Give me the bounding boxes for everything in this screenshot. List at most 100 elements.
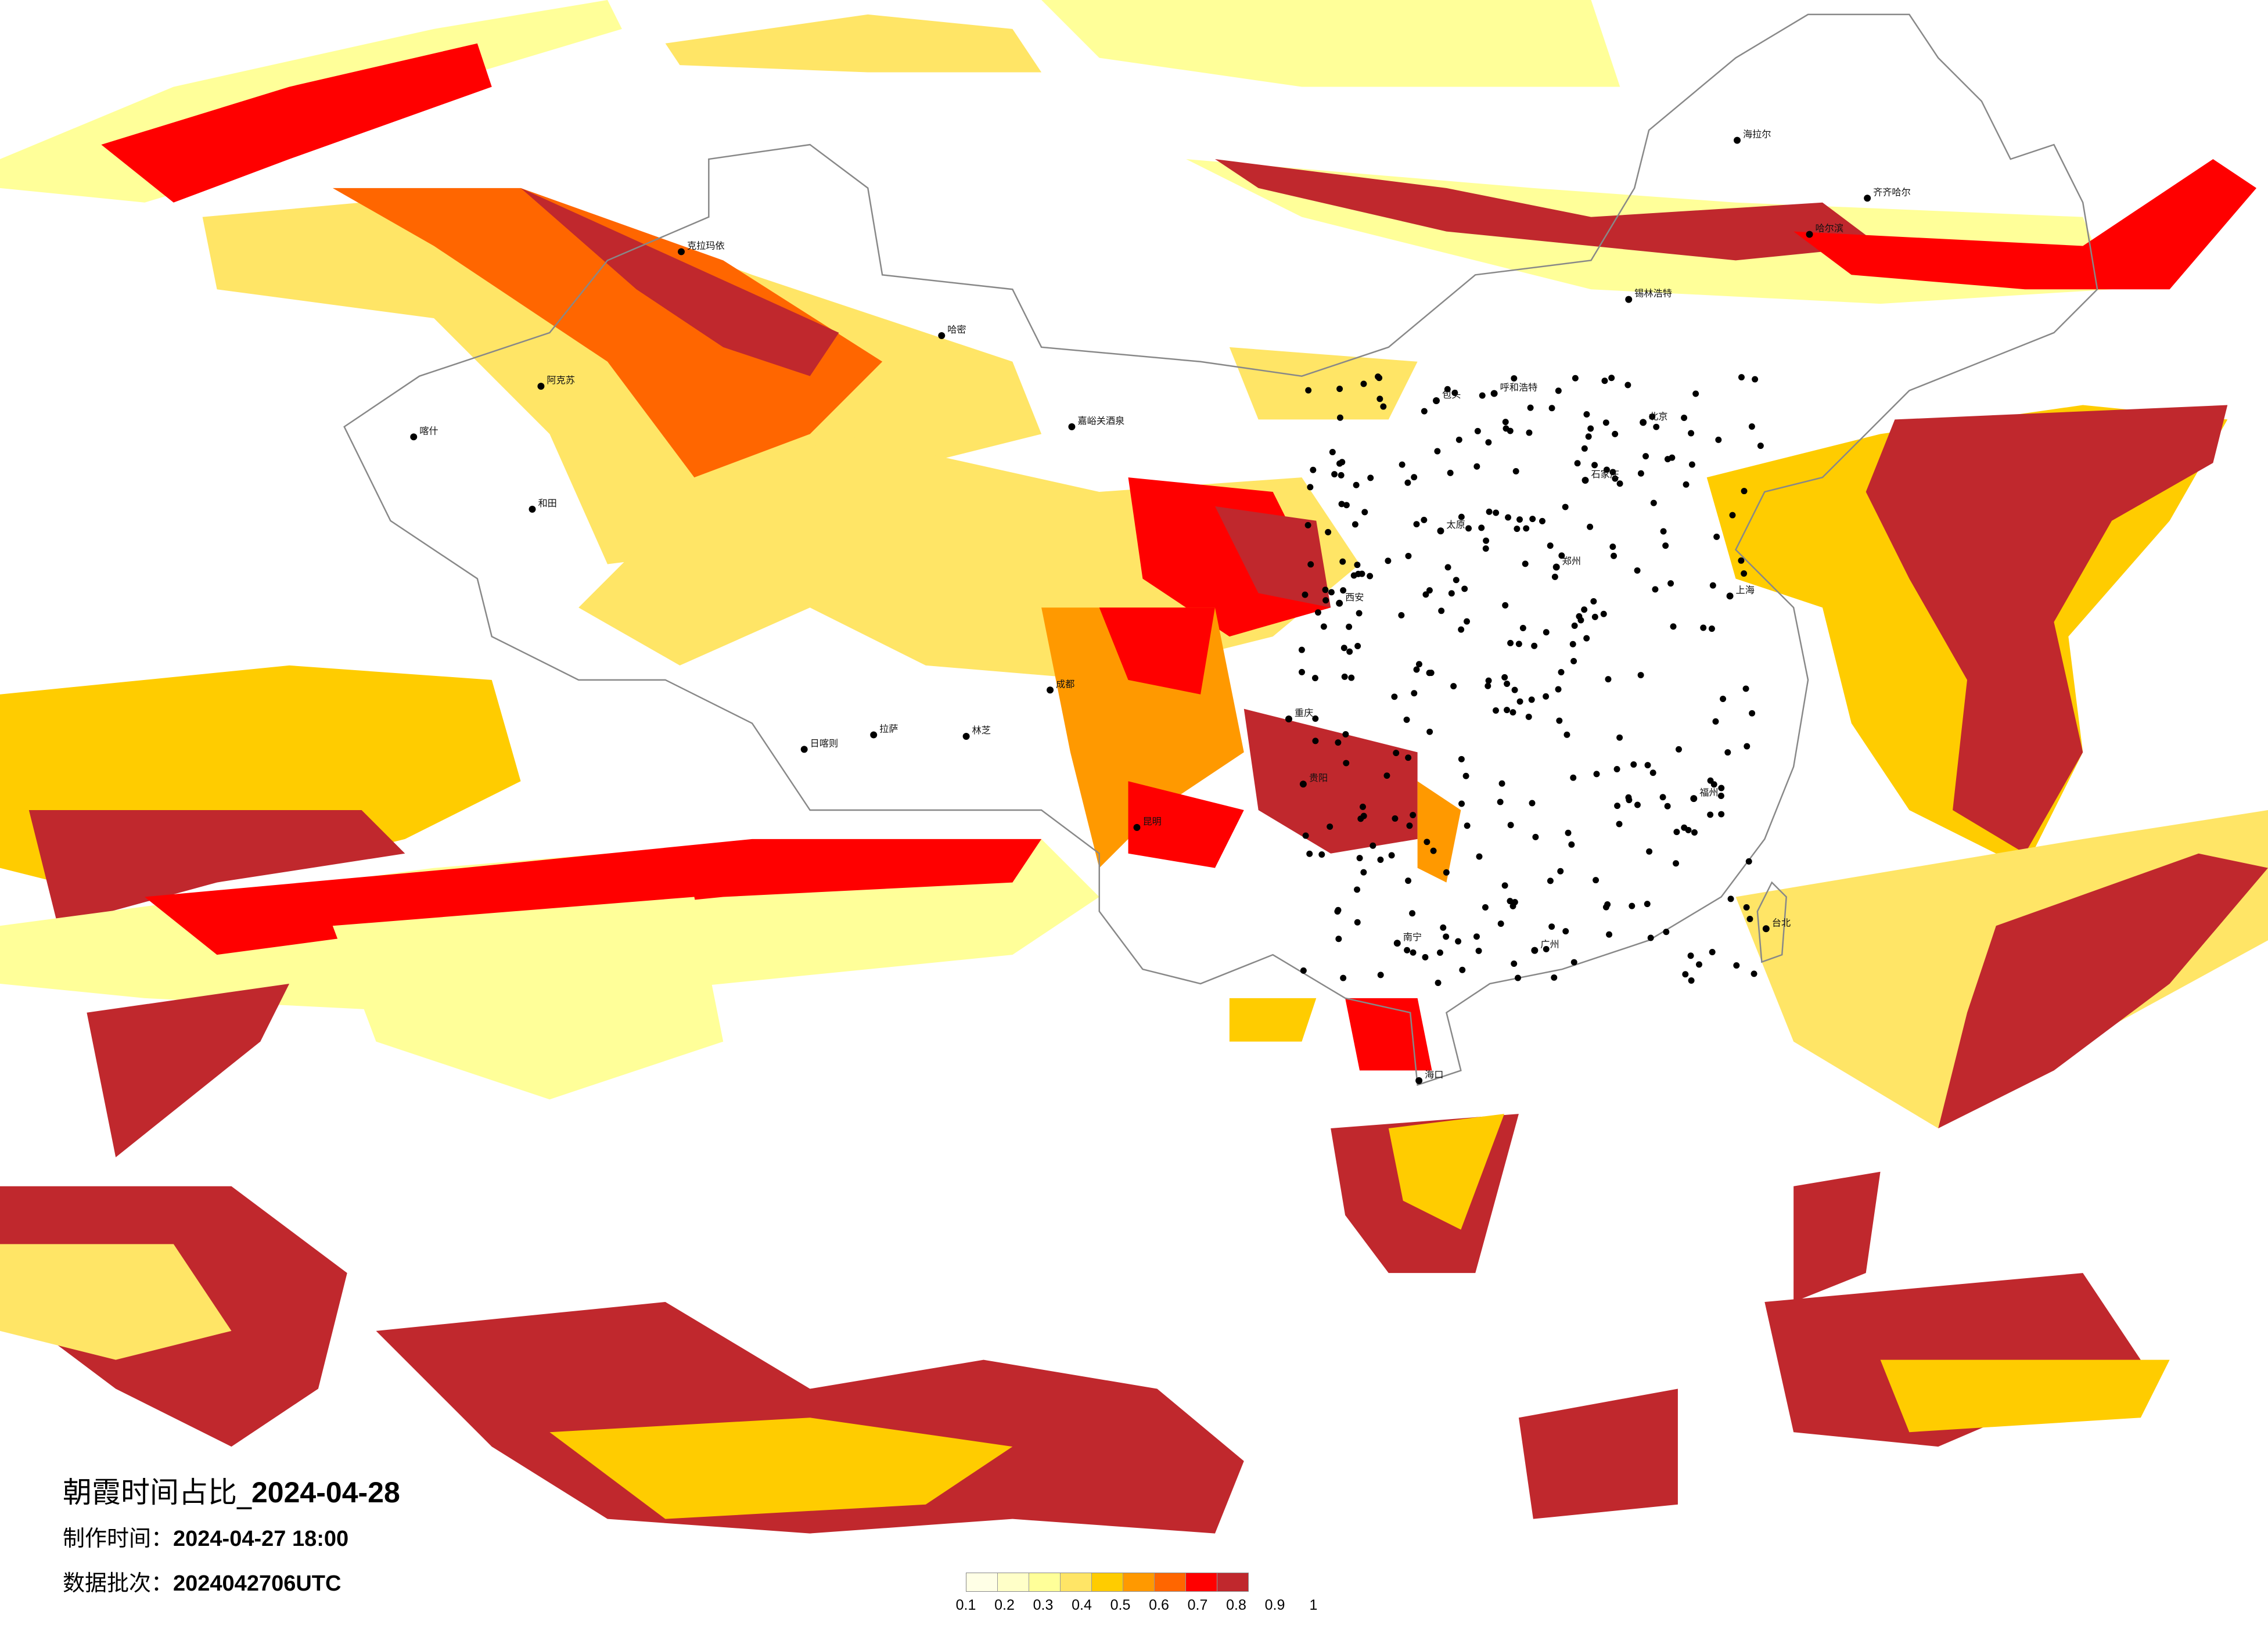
- city-dot: [1305, 387, 1312, 394]
- city-dot: [1806, 231, 1813, 238]
- city-dot: [1377, 972, 1384, 979]
- city-dot: [1424, 839, 1430, 846]
- city-dot: [1642, 453, 1649, 460]
- city-dot: [1682, 971, 1689, 978]
- city-dot: [1505, 514, 1512, 521]
- city-dot: [1664, 803, 1671, 810]
- city-dot: [1413, 666, 1420, 673]
- city-dot: [1370, 842, 1376, 849]
- city-dot: [1516, 516, 1523, 523]
- cloud-region: [1518, 1388, 1678, 1519]
- city-dot: [1526, 429, 1533, 436]
- city-dot: [1298, 646, 1305, 653]
- city-dot: [1729, 512, 1736, 519]
- city-dot: [1336, 414, 1343, 421]
- city-dot: [1744, 743, 1751, 750]
- city-dot: [1302, 591, 1309, 598]
- city-dot: [1300, 967, 1307, 974]
- city-dot: [870, 731, 878, 739]
- city-dot: [529, 505, 536, 513]
- city-dot: [1451, 389, 1458, 396]
- city-dot: [800, 746, 808, 753]
- city-label: 阿克苏: [547, 375, 575, 386]
- data-batch: 数据批次：2024042706UTC: [63, 1565, 341, 1597]
- city-dot: [1640, 419, 1647, 426]
- city-dot: [1718, 811, 1725, 818]
- city-dot: [1444, 386, 1451, 393]
- city-dot: [1465, 525, 1472, 532]
- city-dot: [1352, 521, 1358, 528]
- city-dot: [1336, 386, 1343, 393]
- city-dot: [1531, 642, 1538, 649]
- city-dot: [1339, 558, 1346, 565]
- city-dot: [1690, 795, 1698, 803]
- city-dot: [1304, 521, 1311, 528]
- city-dot: [1318, 851, 1325, 858]
- city-dot: [1609, 544, 1616, 550]
- city-dot: [1558, 552, 1565, 559]
- city-dot: [1669, 454, 1676, 461]
- legend-tick: 0.1: [955, 1597, 976, 1613]
- legend-swatch: [1123, 1573, 1155, 1591]
- cloud-region: [101, 43, 492, 203]
- city-dot: [1582, 477, 1589, 484]
- city-dot: [1340, 587, 1347, 594]
- city-dot: [1525, 713, 1532, 720]
- city-dot: [1405, 877, 1412, 884]
- cloud-region: [1793, 159, 2257, 290]
- city-label: 拉萨: [879, 723, 898, 734]
- city-dot: [1644, 901, 1651, 908]
- city-label: 嘉峪关酒泉: [1077, 415, 1124, 426]
- city-dot: [1673, 829, 1680, 836]
- city-dot: [1611, 552, 1618, 559]
- city-label: 海口: [1425, 1069, 1443, 1080]
- title-date: 2024-04-28: [251, 1476, 400, 1509]
- city-dot: [1504, 707, 1510, 714]
- city-dot: [1361, 509, 1368, 516]
- city-dot: [1746, 915, 1753, 922]
- city-dot: [1447, 469, 1454, 476]
- city-dot: [1322, 597, 1329, 604]
- legend-tick: 0.8: [1226, 1597, 1246, 1613]
- city-dot: [1497, 920, 1504, 927]
- city-dot: [1745, 858, 1752, 865]
- city-dot: [1531, 947, 1539, 954]
- cloud-region: [1938, 853, 2268, 1129]
- city-label: 郑州: [1562, 556, 1581, 567]
- city-dot: [1356, 610, 1363, 617]
- city-dot: [1558, 669, 1565, 675]
- cloud-region: [1866, 405, 2228, 854]
- city-dot: [1528, 696, 1535, 703]
- city-dot: [1498, 780, 1505, 787]
- city-dot: [1757, 443, 1764, 449]
- city-label: 喀什: [419, 425, 438, 436]
- city-label: 上海: [1736, 584, 1755, 595]
- city-dot: [1659, 794, 1666, 801]
- cloud-region: [1229, 347, 1418, 420]
- city-dot: [1727, 895, 1734, 902]
- city-dot: [1453, 577, 1460, 584]
- city-dot: [1556, 717, 1563, 724]
- city-dot: [1458, 756, 1465, 762]
- city-dot: [1585, 433, 1592, 440]
- cloud-region: [332, 897, 724, 1100]
- city-dot: [1647, 934, 1654, 941]
- city-dot: [1515, 641, 1522, 647]
- city-dot: [1709, 949, 1716, 956]
- city-label: 锡林浩特: [1634, 288, 1672, 299]
- city-dot: [1322, 587, 1329, 593]
- city-dot: [1751, 970, 1757, 977]
- city-dot: [1501, 882, 1508, 889]
- city-dot: [1334, 908, 1341, 915]
- city-dot: [1571, 623, 1578, 629]
- city-dot: [1335, 936, 1342, 942]
- legend-swatch: [966, 1573, 998, 1591]
- city-dot: [1331, 471, 1338, 478]
- city-dot: [1551, 573, 1558, 580]
- city-dot: [410, 433, 418, 441]
- city-dot: [1490, 390, 1498, 397]
- city-dot: [1413, 521, 1420, 528]
- city-dot: [1501, 674, 1508, 681]
- city-dot: [1320, 623, 1327, 630]
- city-dot: [1557, 868, 1564, 875]
